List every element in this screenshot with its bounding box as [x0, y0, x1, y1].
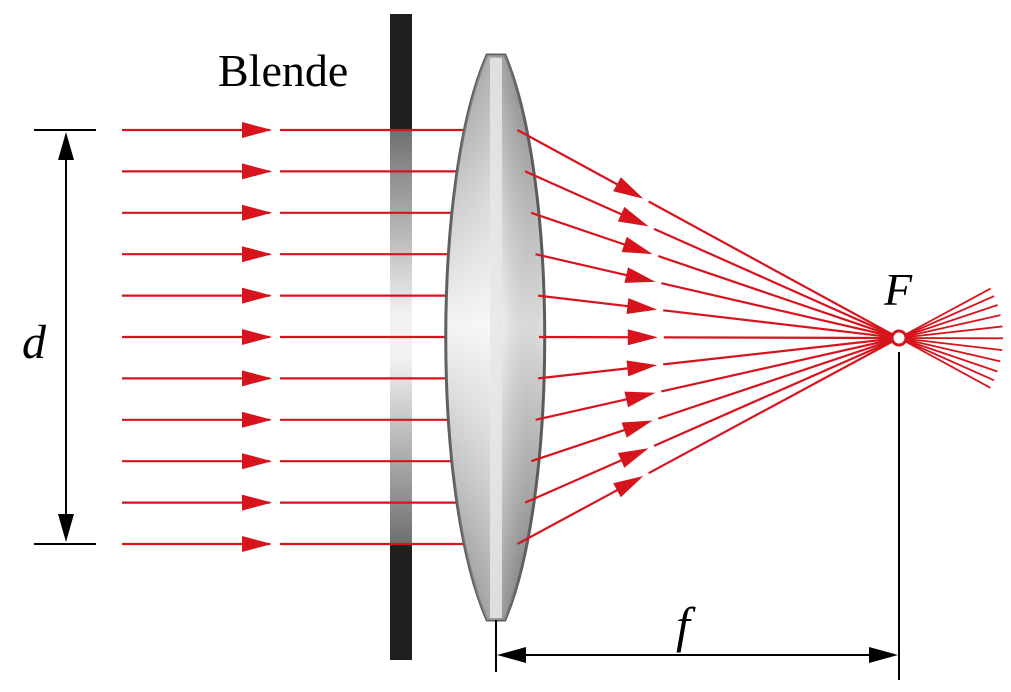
converging-ray-arrow-8 [624, 391, 656, 408]
converging-ray-arrow-5 [626, 298, 658, 315]
incoming-rays [122, 122, 477, 552]
focal-length-arrow-left [497, 647, 526, 663]
converging-ray-continuation-7 [663, 336, 900, 366]
focal-length-arrow-right [869, 647, 898, 663]
converging-ray-3 [530, 211, 631, 248]
converging-ray-1 [516, 129, 623, 189]
aperture-label: Blende [218, 45, 348, 96]
incoming-ray-arrow-4 [242, 246, 272, 263]
diameter-arrow-top [58, 132, 74, 160]
converging-ray-arrow-7 [626, 360, 658, 377]
aperture-upper-blade [390, 14, 412, 130]
converging-ray-arrow-2 [617, 206, 649, 227]
diameter-dimension: d [10, 129, 96, 545]
converging-ray-arrow-11 [613, 476, 644, 498]
converging-ray-continuation-1 [648, 200, 900, 339]
focal-point [890, 329, 908, 347]
diverging-ray-9 [898, 304, 998, 339]
focal-length-label: f [676, 597, 696, 653]
diverging-rays [898, 287, 1004, 389]
converging-ray-continuation-5 [663, 309, 900, 340]
converging-ray-arrow-4 [624, 267, 656, 283]
converging-ray-continuation-6 [663, 336, 900, 340]
converging-ray-arrow-9 [621, 420, 653, 438]
incoming-ray-arrow-3 [242, 204, 272, 221]
converging-ray-continuation-10 [653, 336, 900, 447]
focal-length-dimension: f [495, 352, 900, 680]
converging-ray-11 [516, 486, 623, 545]
converging-ray-continuation-4 [661, 282, 900, 340]
incoming-ray-arrow-1 [242, 122, 272, 138]
aperture-lower-blade [390, 544, 412, 660]
converging-ray-7 [538, 366, 634, 380]
incoming-ray-arrow-5 [242, 287, 272, 304]
focal-point-label: F [883, 264, 913, 315]
converging-ray-8 [535, 397, 633, 421]
diverging-ray-3 [898, 337, 998, 373]
diverging-ray-5 [898, 337, 1003, 352]
converging-ray-5 [538, 294, 634, 308]
diverging-ray-11 [898, 287, 991, 339]
diverging-ray-8 [898, 314, 1001, 339]
converging-ray-9 [530, 427, 631, 463]
converging-ray-continuation-11 [648, 337, 900, 475]
diverging-ray-10 [898, 295, 995, 339]
diverging-ray-7 [898, 325, 1003, 339]
converging-ray-10 [524, 456, 628, 504]
converging-ray-arrow-3 [621, 236, 653, 255]
converging-ray-2 [524, 170, 628, 218]
diameter-label: d [22, 316, 47, 369]
converging-ray-arrow-10 [617, 448, 649, 468]
diameter-arrow-bottom [58, 514, 74, 542]
diameter-label-bg [10, 305, 60, 365]
incoming-ray-arrow-9 [242, 453, 272, 470]
converging-ray-4 [535, 253, 633, 278]
incoming-ray-arrow-8 [242, 411, 272, 428]
converging-ray-continuation-3 [657, 255, 900, 340]
converging-ray-arrow-1 [613, 177, 644, 199]
incoming-ray-arrow-10 [242, 494, 272, 511]
diverging-ray-2 [898, 337, 995, 382]
converging-ray-continuation-8 [661, 336, 900, 393]
convex-lens [444, 53, 547, 622]
converging-ray-continuation-9 [657, 336, 900, 420]
lens-center-band [490, 58, 502, 618]
incoming-ray-arrow-2 [242, 163, 272, 180]
incoming-ray-arrow-11 [242, 536, 272, 552]
diverging-ray-1 [898, 337, 991, 389]
diverging-ray-4 [898, 337, 1001, 363]
converging-ray-continuation-2 [653, 227, 900, 340]
converging-rays [516, 129, 900, 545]
incoming-ray-arrow-7 [242, 370, 272, 387]
converging-ray-arrow-6 [627, 329, 658, 346]
incoming-ray-arrow-6 [242, 329, 272, 345]
